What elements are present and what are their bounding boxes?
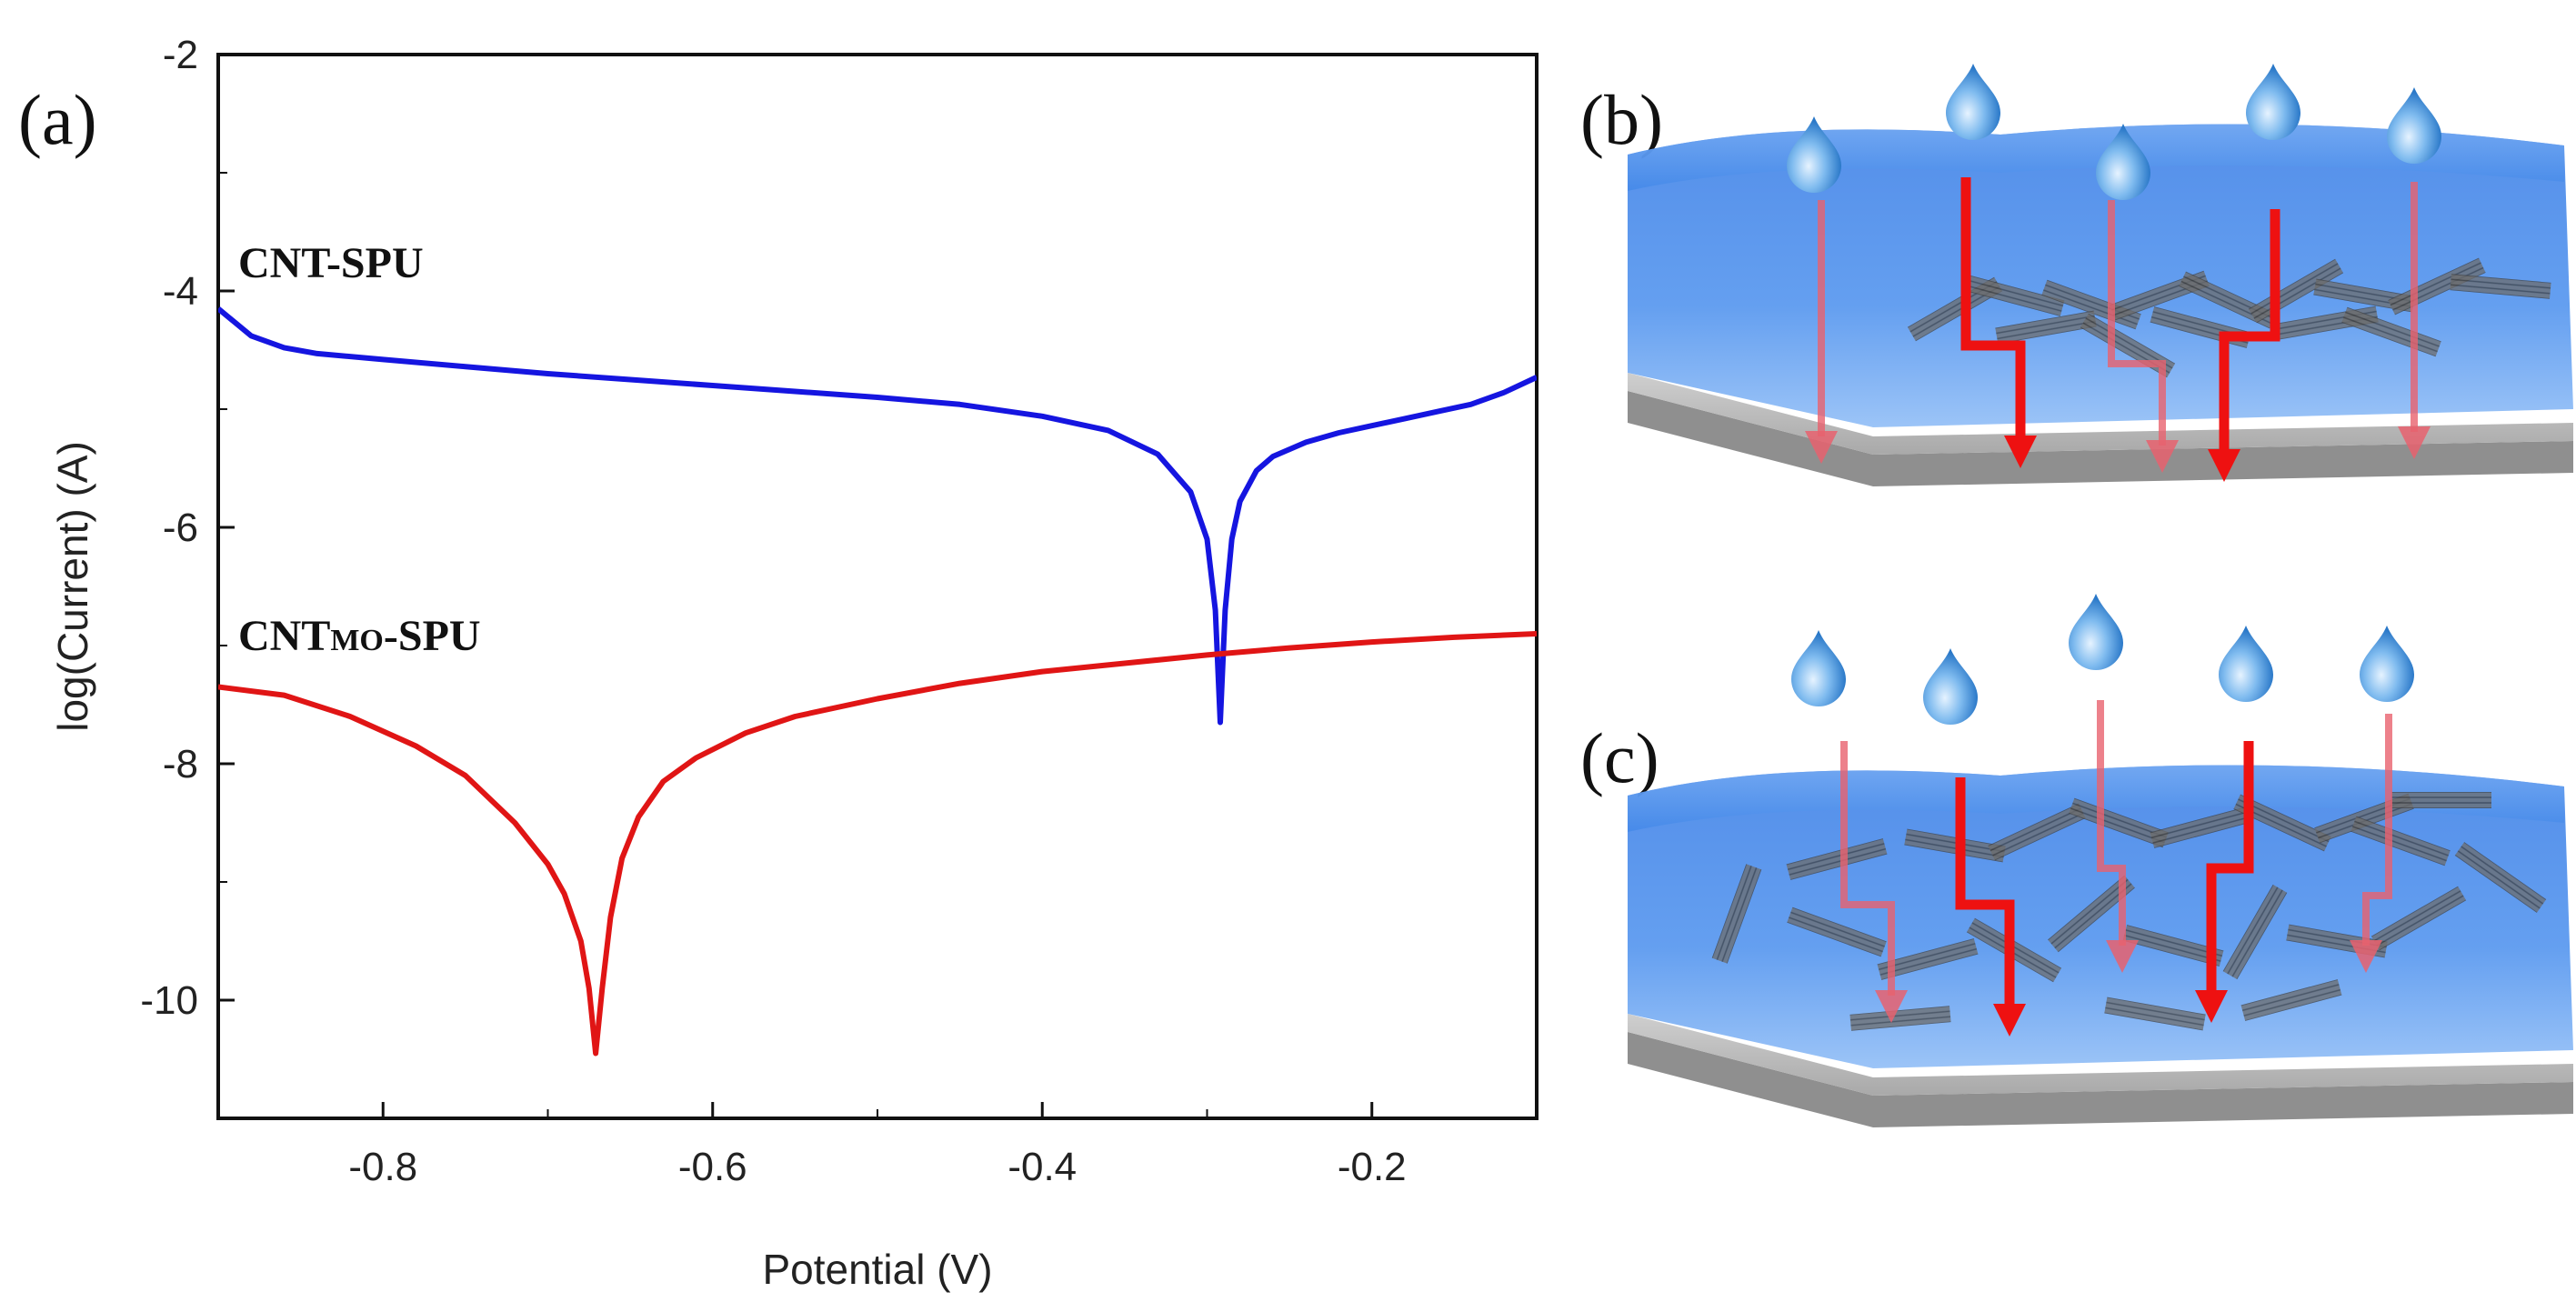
series-label-cntmo-sub: MO xyxy=(330,624,384,657)
nanotube xyxy=(1877,938,1979,980)
series-label-cntmo-spu: CNTMO-SPU xyxy=(238,612,481,660)
x-tick-label: -0.6 xyxy=(678,1145,747,1189)
arrow-head-icon xyxy=(2350,940,2382,973)
arrow-head-icon xyxy=(1993,1004,2026,1037)
panel-label-b: (b) xyxy=(1580,80,1663,159)
water-droplet-icon xyxy=(2219,626,2273,702)
x-tick-label: -0.4 xyxy=(1007,1145,1077,1189)
nanotube xyxy=(2233,794,2331,852)
arrow-head-icon xyxy=(2106,940,2139,973)
nanotube xyxy=(2450,274,2551,299)
nanotube xyxy=(2104,997,2206,1031)
series-label-cnt-spu-main: CNT-SPU xyxy=(238,239,424,287)
diffusion-arrow xyxy=(1960,177,2026,441)
nanotube xyxy=(1786,838,1888,880)
substrate-side xyxy=(1628,1032,2573,1127)
series-label-cntmo-tail: -SPU xyxy=(384,612,481,660)
arrow-head-icon xyxy=(1875,990,1908,1023)
water-droplet-icon xyxy=(2246,64,2300,140)
nanotube xyxy=(2454,842,2547,913)
substrate-top xyxy=(1628,1014,2573,1096)
series-label-cntmo-main: CNT xyxy=(238,612,330,660)
water-droplet-icon xyxy=(1923,648,1978,725)
nanotube xyxy=(2313,278,2415,313)
arrow-head-icon xyxy=(2004,436,2037,468)
series-line-cnt-spu xyxy=(218,306,1537,726)
water-droplet-icon xyxy=(2096,124,2150,200)
arrow-head-icon xyxy=(2195,990,2228,1023)
y-tick-label: -4 xyxy=(163,269,198,314)
nanotube xyxy=(1963,275,2065,316)
diffusion-arrow xyxy=(2097,700,2126,946)
series-label-cnt-spu: CNT-SPU xyxy=(238,239,424,287)
diffusion-arrow xyxy=(2206,741,2254,996)
y-tick-label: -6 xyxy=(163,506,198,550)
x-tick-label: -0.8 xyxy=(348,1145,417,1189)
nanotube xyxy=(1849,1006,1951,1031)
nanotube xyxy=(2222,884,2288,980)
nanotube xyxy=(1711,864,1762,964)
substrate-side xyxy=(1628,391,2573,486)
substrate-top xyxy=(1628,373,2573,455)
water-droplet-icon xyxy=(1946,64,2000,140)
nanotube xyxy=(2069,797,2169,848)
water-droplet-icon xyxy=(2069,594,2123,670)
y-tick-label: -8 xyxy=(163,742,198,786)
arrow-head-icon xyxy=(2208,449,2240,482)
diffusion-arrow xyxy=(2219,209,2280,455)
diffusion-arrow xyxy=(1955,777,2015,1009)
nanotube xyxy=(1995,310,2097,345)
water-droplet-icon xyxy=(1787,116,1841,193)
coating-top-surface xyxy=(1628,124,2564,191)
coating-top-surface xyxy=(1628,765,2564,832)
nanotube xyxy=(2122,925,2224,966)
nanotube xyxy=(1787,906,1887,957)
nanotube xyxy=(2391,792,2491,808)
arrow-head-icon xyxy=(2398,426,2431,459)
y-tick-label: -2 xyxy=(163,33,198,77)
chart-panel: (a) -0.8 -0.6 -0.4 -0.2 -2 -4 -6 -8 -10 Potentia… xyxy=(18,33,1539,1293)
panel-label-c: (c) xyxy=(1580,718,1659,797)
series-line-cntmo-spu xyxy=(218,631,1537,1057)
nanotube xyxy=(1904,828,2006,863)
plot-frame xyxy=(216,53,1539,1120)
nanotube xyxy=(2371,886,2467,951)
nanotube xyxy=(2240,979,2342,1021)
axes xyxy=(216,53,1539,1120)
nanotube xyxy=(2150,806,2251,848)
series-lines xyxy=(218,306,1537,1057)
nanotube xyxy=(2350,816,2451,866)
diffusion-arrow xyxy=(2362,714,2392,946)
arrow-head-icon xyxy=(1805,431,1838,464)
y-axis-title: log(Current) (A) xyxy=(49,441,96,732)
water-droplet-icon xyxy=(1791,630,1846,706)
coating-block xyxy=(1628,124,2573,427)
water-droplet-icon xyxy=(2387,87,2441,164)
nanotube xyxy=(1988,803,2086,861)
x-axis-title: Potential (V) xyxy=(762,1246,992,1293)
panel-label-a: (a) xyxy=(18,80,97,159)
arrow-head-icon xyxy=(2146,440,2179,473)
schematic-c xyxy=(1628,594,2573,1127)
ticks: -0.8 -0.6 -0.4 -0.2 -2 -4 -6 -8 -10 xyxy=(140,33,1538,1189)
water-droplet-icon xyxy=(2360,626,2414,702)
schematic-b xyxy=(1628,64,2573,486)
y-tick-label: -10 xyxy=(140,978,198,1023)
x-tick-label: -0.2 xyxy=(1338,1145,1407,1189)
diffusion-arrow xyxy=(2108,200,2166,446)
diffusion-arrow xyxy=(1840,741,1895,996)
nanotube xyxy=(2048,875,2135,953)
